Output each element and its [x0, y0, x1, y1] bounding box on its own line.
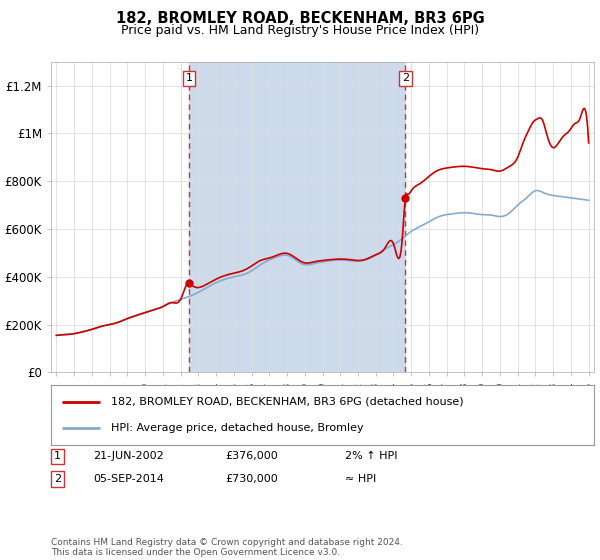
Text: 2: 2 — [402, 73, 409, 83]
Text: ≈ HPI: ≈ HPI — [345, 474, 376, 484]
Text: 2% ↑ HPI: 2% ↑ HPI — [345, 451, 398, 461]
Text: 21-JUN-2002: 21-JUN-2002 — [93, 451, 164, 461]
Text: 1: 1 — [185, 73, 193, 83]
Text: £376,000: £376,000 — [225, 451, 278, 461]
Text: 2: 2 — [54, 474, 61, 484]
Text: HPI: Average price, detached house, Bromley: HPI: Average price, detached house, Brom… — [111, 423, 364, 433]
Text: Price paid vs. HM Land Registry's House Price Index (HPI): Price paid vs. HM Land Registry's House … — [121, 24, 479, 36]
Text: 182, BROMLEY ROAD, BECKENHAM, BR3 6PG (detached house): 182, BROMLEY ROAD, BECKENHAM, BR3 6PG (d… — [111, 396, 463, 407]
Text: Contains HM Land Registry data © Crown copyright and database right 2024.
This d: Contains HM Land Registry data © Crown c… — [51, 538, 403, 557]
Bar — [189, 62, 406, 372]
Text: 182, BROMLEY ROAD, BECKENHAM, BR3 6PG: 182, BROMLEY ROAD, BECKENHAM, BR3 6PG — [116, 11, 484, 26]
Text: £730,000: £730,000 — [225, 474, 278, 484]
Text: 1: 1 — [54, 451, 61, 461]
Text: 05-SEP-2014: 05-SEP-2014 — [93, 474, 164, 484]
